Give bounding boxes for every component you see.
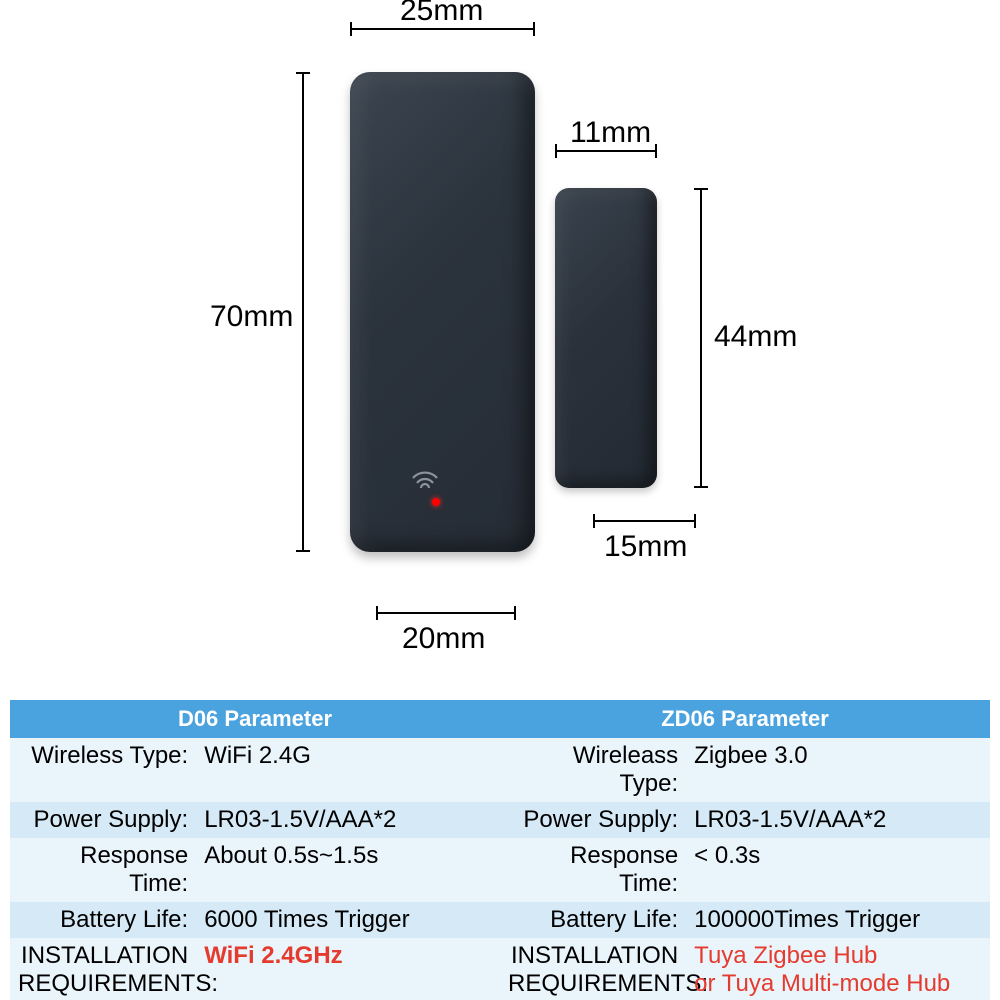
leader-width-small (555, 150, 657, 152)
param-value: About 0.5s~1.5s (196, 838, 500, 902)
leader-height-small (700, 188, 702, 488)
install-label: INSTALLATION REQUIREMENTS: (500, 938, 686, 1000)
install-label: INSTALLATION REQUIREMENTS: (10, 938, 196, 1000)
install-value: Tuya Zigbee Hubor Tuya Multi-mode Hubor … (686, 938, 990, 1000)
table-row: Response Time:About 0.5s~1.5sResponse Ti… (10, 838, 990, 902)
table-row: Wireless Type:WiFi 2.4GWireleass Type:Zi… (10, 738, 990, 802)
param-value: 6000 Times Trigger (196, 902, 500, 938)
header-right: ZD06 Parameter (500, 700, 990, 738)
dim-width-small: 11mm (570, 116, 651, 150)
param-label: Wireless Type: (10, 738, 196, 802)
dim-width-main: 25mm (400, 0, 483, 28)
tick (296, 72, 310, 74)
param-value: LR03-1.5V/AAA*2 (686, 802, 990, 838)
dim-height-small: 44mm (714, 320, 797, 354)
table-row-install: INSTALLATION REQUIREMENTS:WiFi 2.4GHzINS… (10, 938, 990, 1000)
param-label: Response Time: (10, 838, 196, 902)
table-row: Battery Life:6000 Times TriggerBattery L… (10, 902, 990, 938)
dim-depth-small: 15mm (604, 530, 687, 564)
header-left: D06 Parameter (10, 700, 500, 738)
param-value: Zigbee 3.0 (686, 738, 990, 802)
sensor-small-body (555, 188, 657, 488)
param-label: Battery Life: (10, 902, 196, 938)
tick (593, 514, 595, 528)
table-row: Power Supply:LR03-1.5V/AAA*2Power Supply… (10, 802, 990, 838)
dim-depth-main: 20mm (402, 622, 485, 656)
tick (296, 550, 310, 552)
leader-width-main (350, 28, 535, 30)
parameter-table: D06 Parameter ZD06 Parameter Wireless Ty… (10, 700, 990, 1000)
param-value: 100000Times Trigger (686, 902, 990, 938)
spec-table: D06 Parameter ZD06 Parameter Wireless Ty… (10, 700, 990, 1000)
param-label: Power Supply: (500, 802, 686, 838)
tick (533, 22, 535, 36)
leader-depth-main (376, 612, 516, 614)
param-label: Battery Life: (500, 902, 686, 938)
tick (694, 188, 708, 190)
param-label: Power Supply: (10, 802, 196, 838)
tick (376, 606, 378, 620)
tick (555, 144, 557, 158)
product-dimension-diagram: 25mm 11mm 70mm 44mm 15mm 20mm (0, 0, 1000, 700)
param-label: Wireleass Type: (500, 738, 686, 802)
tick (655, 144, 657, 158)
dim-height-main: 70mm (210, 300, 293, 334)
param-label: Response Time: (500, 838, 686, 902)
leader-height-main (302, 72, 304, 552)
status-led (432, 498, 440, 506)
tick (694, 514, 696, 528)
param-value: < 0.3s (686, 838, 990, 902)
tick (694, 486, 708, 488)
tick (350, 22, 352, 36)
install-value: WiFi 2.4GHz (196, 938, 500, 1000)
sensor-main-body (350, 72, 535, 552)
param-value: WiFi 2.4G (196, 738, 500, 802)
param-value: LR03-1.5V/AAA*2 (196, 802, 500, 838)
table-header-row: D06 Parameter ZD06 Parameter (10, 700, 990, 738)
tick (514, 606, 516, 620)
leader-depth-small (593, 520, 696, 522)
wifi-icon (410, 468, 440, 497)
